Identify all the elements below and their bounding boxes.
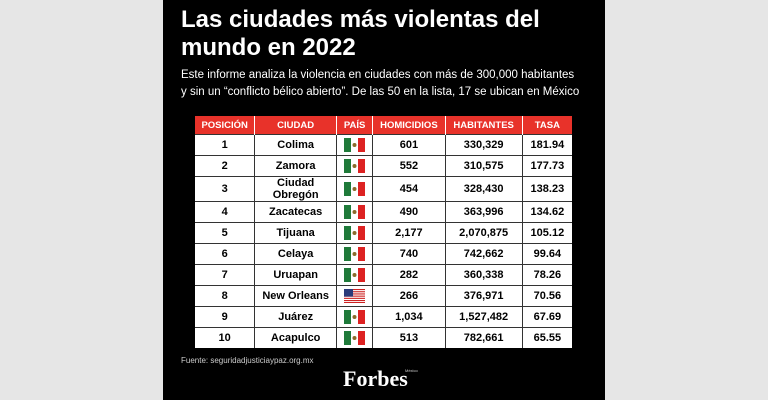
flag-cell xyxy=(335,264,373,286)
cell: 5 xyxy=(195,222,255,244)
column-header: POSICIÓN xyxy=(195,116,255,135)
cell: 740 xyxy=(372,243,446,265)
cell: 282 xyxy=(372,264,446,286)
table-row: 6 Celaya 740 742,662 99.64 xyxy=(195,243,572,265)
table-row: 2 Zamora 552 310,575 177.73 xyxy=(195,155,572,177)
cell: 65.55 xyxy=(521,327,572,348)
flag xyxy=(344,289,365,303)
cell: 1,034 xyxy=(372,306,446,328)
flag-cell xyxy=(335,155,373,177)
flag xyxy=(344,268,365,282)
title: Las ciudades más violentas del xyxy=(181,6,540,33)
cell: Celaya xyxy=(254,243,337,265)
cell: 601 xyxy=(372,134,446,156)
table-row: 7 Uruapan 282 360,338 78.26 xyxy=(195,264,572,286)
cell: 310,575 xyxy=(444,155,523,177)
cell: 8 xyxy=(195,285,255,307)
cell: 2,177 xyxy=(372,222,446,244)
flag-cell xyxy=(335,134,373,156)
cell: Ciudad Obregón xyxy=(254,176,337,202)
cell: 1 xyxy=(195,134,255,156)
logo: Forbes xyxy=(343,366,408,391)
cell: Zamora xyxy=(254,155,337,177)
cell: 2,070,875 xyxy=(444,222,523,244)
cell: 376,971 xyxy=(444,285,523,307)
cell: Uruapan xyxy=(254,264,337,286)
column-header: HABITANTES xyxy=(444,116,523,135)
cell: 78.26 xyxy=(521,264,572,286)
cell: 134.62 xyxy=(521,201,572,223)
flag xyxy=(344,205,365,219)
column-header: TASA xyxy=(521,116,572,135)
cell: Tijuana xyxy=(254,222,337,244)
cell: 99.64 xyxy=(521,243,572,265)
column-header: PAÍS xyxy=(335,116,373,135)
cell: 10 xyxy=(195,327,255,348)
header-row: POSICIÓN CIUDAD PAÍS HOMICIDIOS HABITANTES TA… xyxy=(195,116,572,135)
cell: 454 xyxy=(372,176,446,202)
cell: 4 xyxy=(195,201,255,223)
cell: 9 xyxy=(195,306,255,328)
cell: 266 xyxy=(372,285,446,307)
flag xyxy=(344,331,365,345)
title: mundo en 2022 xyxy=(181,34,356,61)
cell: 552 xyxy=(372,155,446,177)
source: Fuente: seguridadjusticiaypaz.org.mx xyxy=(181,356,314,365)
cell: 138.23 xyxy=(521,176,572,202)
flag xyxy=(344,226,365,240)
table-row: 5 Tijuana 2,177 2,070,875 105.12 xyxy=(195,222,572,244)
cell: 105.12 xyxy=(521,222,572,244)
flag-cell xyxy=(335,201,373,223)
cell: 360,338 xyxy=(444,264,523,286)
column-header: CIUDAD xyxy=(254,116,337,135)
cell: 742,662 xyxy=(444,243,523,265)
cell: 7 xyxy=(195,264,255,286)
cell: Juárez xyxy=(254,306,337,328)
table-row: 8 New Orleans 266 376,971 70.56 xyxy=(195,285,572,307)
subtitle: y sin un “conflicto bélico abierto”. De … xyxy=(181,86,580,98)
cell: 1,527,482 xyxy=(444,306,523,328)
table-row: 4 Zacatecas 490 363,996 134.62 xyxy=(195,201,572,223)
flag xyxy=(344,182,365,196)
cell: 3 xyxy=(195,176,255,202)
flag xyxy=(344,247,365,261)
flag xyxy=(344,159,365,173)
table-row: 3 Ciudad Obregón 454 328,430 138.23 xyxy=(195,176,572,202)
flag-cell xyxy=(335,327,373,348)
flag-cell xyxy=(335,176,373,202)
cell: 67.69 xyxy=(521,306,572,328)
cell: Colima xyxy=(254,134,337,156)
cell: 328,430 xyxy=(444,176,523,202)
cell: 70.56 xyxy=(521,285,572,307)
table: POSICIÓN CIUDAD PAÍS HOMICIDIOS HABITANTES TA… xyxy=(195,116,572,348)
table-row: 10 Acapulco 513 782,661 65.55 xyxy=(195,327,572,348)
cell: Zacatecas xyxy=(254,201,337,223)
table-row: 1 Colima 601 330,329 181.94 xyxy=(195,134,572,156)
flag-cell xyxy=(335,222,373,244)
panel: Las ciudades más violentas del mundo en … xyxy=(163,0,605,400)
table-body: 1 Colima 601 330,329 181.94 2 Zamora 552 310,575… xyxy=(195,134,572,348)
table-row: 9 Juárez 1,034 1,527,482 67.69 xyxy=(195,306,572,328)
logo-sub: México xyxy=(405,368,418,373)
cell: 181.94 xyxy=(521,134,572,156)
cell: 2 xyxy=(195,155,255,177)
cell: 363,996 xyxy=(444,201,523,223)
flag-cell xyxy=(335,243,373,265)
flag xyxy=(344,138,365,152)
cell: 513 xyxy=(372,327,446,348)
cell: 782,661 xyxy=(444,327,523,348)
cell: 6 xyxy=(195,243,255,265)
cell: New Orleans xyxy=(254,285,337,307)
column-header: HOMICIDIOS xyxy=(372,116,446,135)
subtitle: Este informe analiza la violencia en ciu… xyxy=(181,69,575,81)
flag-cell xyxy=(335,285,373,307)
flag-cell xyxy=(335,306,373,328)
flag xyxy=(344,310,365,324)
cell: Acapulco xyxy=(254,327,337,348)
cell: 330,329 xyxy=(444,134,523,156)
cell: 490 xyxy=(372,201,446,223)
cell: 177.73 xyxy=(521,155,572,177)
